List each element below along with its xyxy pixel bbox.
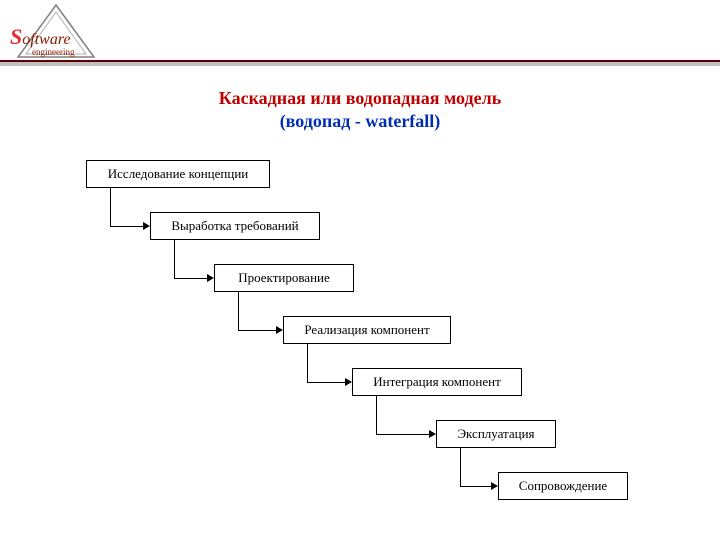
waterfall-diagram: Исследование концепции Выработка требован…: [0, 160, 720, 520]
stage-box: Проектирование: [214, 264, 354, 292]
logo-letter: S: [10, 24, 22, 49]
stage-box: Выработка требований: [150, 212, 320, 240]
logo: Software engineering: [6, 2, 116, 65]
title-main: Каскадная или водопадная модель: [0, 88, 720, 109]
stage-box: Интеграция компонент: [352, 368, 522, 396]
header-bar: Software engineering: [0, 0, 720, 62]
stage-box: Сопровождение: [498, 472, 628, 500]
title-sub: (водопад - waterfall): [0, 111, 720, 132]
stage-box: Эксплуатация: [436, 420, 556, 448]
logo-sub: engineering: [32, 47, 74, 57]
stage-box: Реализация компонент: [283, 316, 451, 344]
logo-rest: oftware: [22, 31, 70, 48]
stage-box: Исследование концепции: [86, 160, 270, 188]
title-block: Каскадная или водопадная модель (водопад…: [0, 88, 720, 132]
